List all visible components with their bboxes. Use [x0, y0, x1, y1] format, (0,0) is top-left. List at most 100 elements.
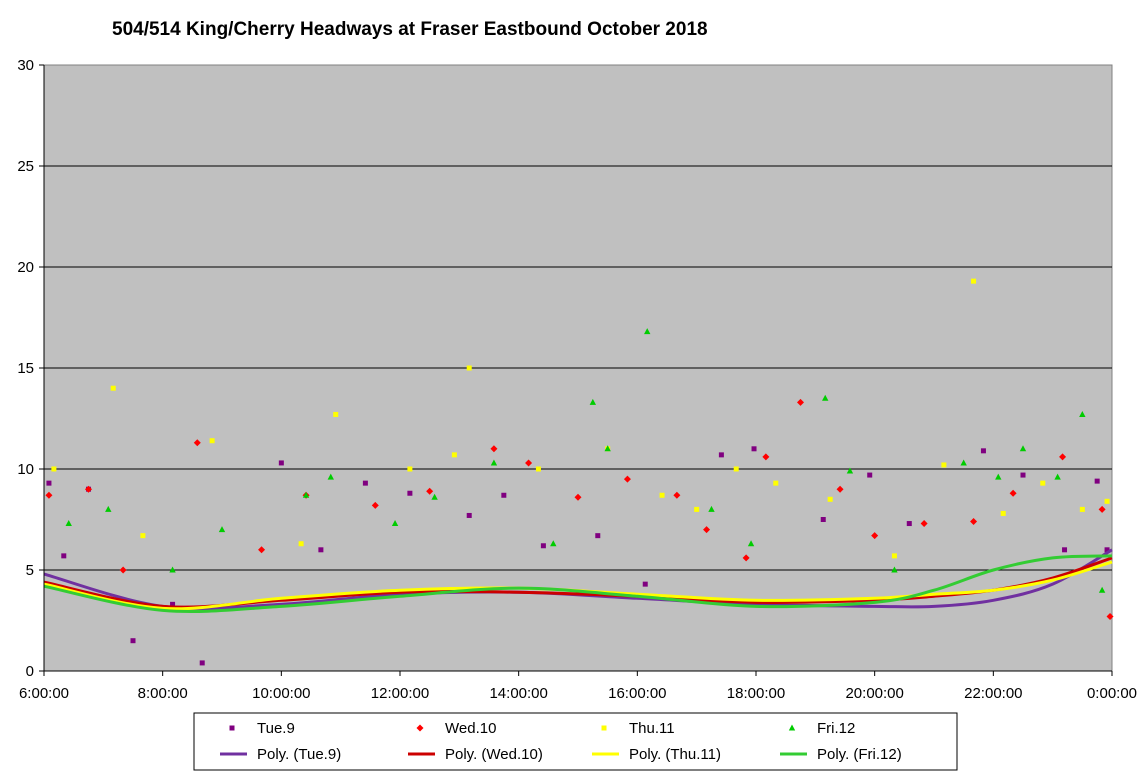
data-point [1104, 547, 1110, 553]
data-point [170, 601, 176, 607]
legend-label: Poly. (Wed.10) [445, 746, 543, 763]
data-point [318, 547, 324, 553]
data-point [371, 501, 379, 509]
data-point [298, 541, 304, 547]
data-point [762, 453, 770, 461]
legend-label: Wed.10 [445, 720, 496, 737]
data-point [708, 505, 715, 512]
data-point [891, 553, 897, 559]
data-point [1059, 453, 1067, 461]
trendline [43, 548, 1113, 611]
data-point [1040, 480, 1046, 486]
y-tick-label: 5 [26, 562, 34, 579]
x-tick-label: 10:00:00 [252, 685, 310, 702]
y-tick-label: 20 [17, 259, 34, 276]
data-point [644, 328, 651, 335]
data-point [906, 521, 912, 527]
data-point [333, 411, 339, 417]
data-point [846, 467, 854, 474]
legend-marker [601, 725, 607, 731]
data-point [891, 566, 898, 573]
data-point [451, 452, 457, 458]
legend: Tue.9 Poly. (Tue.9) Wed.10 Poly. (Wed.10) Th… [220, 720, 902, 763]
data-point [995, 473, 1002, 480]
x-tick-label: 8:00:00 [138, 685, 188, 702]
data-point [525, 459, 533, 467]
data-point [51, 466, 57, 472]
data-point [535, 466, 541, 472]
data-point [574, 493, 582, 501]
data-point [1019, 445, 1027, 452]
data-point [302, 491, 310, 498]
trendline [43, 560, 1113, 611]
data-point [130, 638, 136, 644]
data-point [642, 581, 648, 587]
data-point [218, 526, 226, 533]
data-point [920, 520, 928, 528]
data-point [110, 385, 116, 391]
legend-box [193, 712, 958, 771]
data-point [105, 505, 112, 512]
data-point [193, 439, 201, 447]
x-tick-label: 14:00:00 [489, 685, 547, 702]
data-point [199, 660, 205, 666]
y-tick-label: 25 [17, 158, 34, 175]
data-point [1106, 612, 1114, 620]
data-point [797, 398, 804, 406]
data-point [1104, 498, 1110, 504]
data-point [595, 533, 601, 539]
data-point [1009, 489, 1017, 497]
legend-marker [229, 725, 235, 731]
data-point [119, 566, 127, 574]
data-point [45, 491, 53, 499]
data-point [751, 446, 757, 452]
data-point [466, 512, 472, 518]
data-point [589, 398, 597, 405]
data-point [733, 466, 739, 472]
data-point [426, 487, 434, 495]
data-point [941, 462, 947, 468]
y-tick-label: 15 [17, 360, 34, 377]
data-point [85, 485, 92, 493]
data-point [540, 543, 546, 549]
x-tick-label: 12:00:00 [371, 685, 429, 702]
data-point [550, 540, 557, 547]
data-point [501, 492, 507, 498]
x-tick-label: 20:00:00 [845, 685, 903, 702]
data-point [407, 466, 413, 472]
trendline [43, 554, 1113, 614]
data-point [1079, 410, 1086, 417]
data-point [1094, 478, 1100, 484]
data-point [773, 480, 779, 486]
data-point [169, 566, 176, 573]
data-points [45, 278, 1114, 666]
legend-label: Thu.11 [629, 720, 675, 737]
series-fri-12 [65, 328, 1106, 593]
data-point [1020, 472, 1026, 478]
x-tick-label: 6:00:00 [19, 685, 69, 702]
chart-title: 504/514 King/Cherry Headways at Fraser E… [112, 19, 708, 40]
trendlines [43, 548, 1113, 614]
x-tick-label: 18:00:00 [727, 685, 785, 702]
data-point [391, 520, 399, 527]
legend-label: Poly. (Thu.11) [629, 746, 721, 763]
data-point [209, 438, 215, 444]
y-tick-label: 0 [26, 663, 34, 680]
data-point [278, 460, 284, 466]
data-point [718, 452, 724, 458]
data-point [867, 472, 873, 478]
data-point [836, 485, 844, 493]
data-point [747, 540, 755, 547]
data-point [1079, 506, 1085, 512]
gridlines [44, 165, 1112, 571]
series-wed-10 [45, 398, 1114, 620]
data-point [694, 506, 700, 512]
data-point [490, 445, 498, 453]
data-point [822, 394, 829, 401]
y-axis-ticks: 0 5 10 15 20 25 30 [17, 57, 44, 680]
legend-marker [416, 724, 424, 732]
data-point [604, 445, 611, 452]
legend-label: Poly. (Fri.12) [817, 746, 902, 763]
data-point [1098, 505, 1106, 513]
